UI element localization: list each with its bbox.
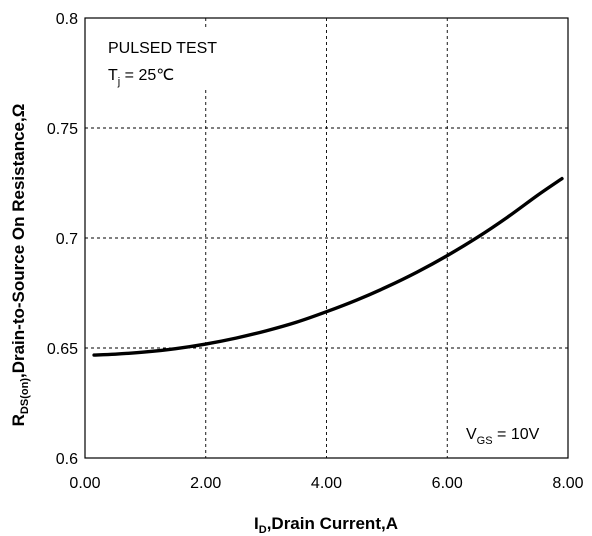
y-tick-labels: 0.6 0.65 0.7 0.75 0.8 (47, 11, 78, 468)
x-tick-labels: 0.00 2.00 4.00 6.00 8.00 (69, 475, 583, 492)
plot-frame (84, 17, 569, 459)
x-tick-label: 2.00 (190, 475, 221, 492)
x-axis-subscript: D (259, 524, 267, 536)
temperature-subscript: j (117, 76, 120, 88)
y-tick-label: 0.7 (56, 231, 78, 248)
test-condition-label: PULSED TEST (108, 40, 217, 57)
temperature-symbol: T (108, 67, 118, 84)
y-axis-symbol: R (9, 414, 28, 426)
y-tick-label: 0.8 (56, 11, 78, 28)
x-axis-text: ,Drain Current,A (267, 514, 398, 533)
vgs-symbol: V (466, 426, 477, 443)
y-tick-label: 0.65 (47, 341, 78, 358)
y-tick-label: 0.75 (47, 121, 78, 138)
temperature-label: Tj = 25℃ (108, 67, 174, 88)
x-tick-label: 8.00 (552, 475, 583, 492)
x-axis-label: ID,Drain Current,A (254, 514, 398, 536)
vgs-annotation-background (456, 414, 556, 450)
x-tick-label: 6.00 (432, 475, 463, 492)
vgs-label: VGS = 10V (466, 426, 540, 447)
y-axis-text: ,Drain-to-Source On Resistance,Ω (9, 104, 28, 378)
test-annotation-background (98, 30, 248, 90)
y-tick-label: 0.6 (56, 451, 78, 468)
series-line (92, 176, 564, 357)
grid (85, 18, 568, 458)
temperature-value: = 25℃ (120, 67, 174, 84)
vgs-value: = 10V (493, 426, 540, 443)
y-axis-subscript: DS(on) (19, 378, 31, 414)
vgs-subscript: GS (477, 435, 493, 447)
y-axis-label: RDS(on),Drain-to-Source On Resistance,Ω (9, 104, 31, 427)
x-tick-label: 0.00 (69, 475, 100, 492)
x-axis-symbol: I (254, 514, 259, 533)
x-tick-label: 4.00 (311, 475, 342, 492)
